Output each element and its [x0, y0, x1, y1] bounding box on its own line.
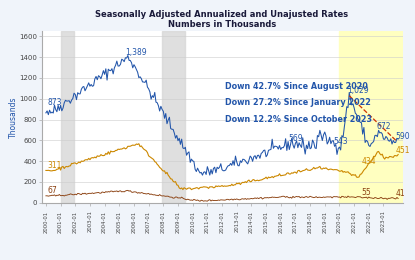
Bar [339, 31, 403, 203]
Text: Down 42.7% Since August 2020: Down 42.7% Since August 2020 [225, 82, 368, 91]
Text: 543: 543 [334, 137, 348, 146]
Text: 873: 873 [47, 98, 61, 107]
Text: 451: 451 [395, 146, 410, 155]
Text: 590: 590 [395, 132, 410, 141]
Text: 672: 672 [377, 122, 391, 131]
Text: Down 27.2% Since January 2022: Down 27.2% Since January 2022 [225, 99, 371, 107]
Text: 67: 67 [47, 186, 57, 195]
Text: 41: 41 [395, 189, 405, 198]
Text: 434: 434 [361, 157, 376, 166]
Bar [162, 31, 186, 203]
Text: 569: 569 [288, 134, 303, 143]
Text: 311: 311 [47, 161, 61, 170]
Bar [61, 31, 74, 203]
Text: Down 12.2% Since October 2023: Down 12.2% Since October 2023 [225, 115, 372, 124]
Y-axis label: Thousands: Thousands [9, 96, 18, 138]
Text: 55: 55 [361, 188, 371, 197]
Text: 1,389: 1,389 [125, 48, 147, 57]
Text: 1,029: 1,029 [347, 86, 369, 95]
Title: Seasonally Adjusted Annualized and Unajusted Rates
Numbers in Thousands: Seasonally Adjusted Annualized and Unaju… [95, 10, 349, 29]
